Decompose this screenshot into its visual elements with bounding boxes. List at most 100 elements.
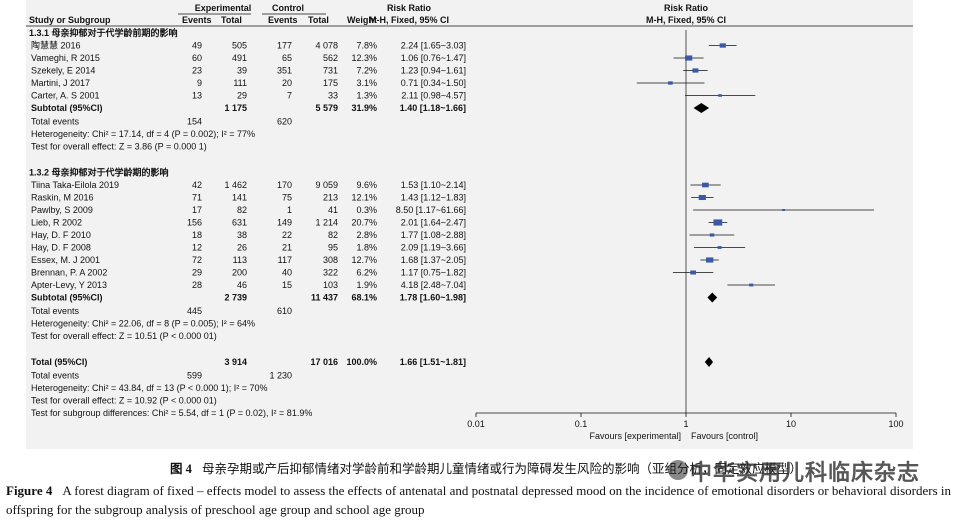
study-effect-square <box>702 182 709 188</box>
study-effect-square <box>717 246 722 249</box>
header-study: Study or Subgroup <box>29 15 111 25</box>
study-effect-square <box>685 55 693 61</box>
study-events-control: 65 <box>282 53 292 63</box>
study-ci-text: 2.11 [0.98~4.57] <box>401 91 466 101</box>
study-name: Vameghi, R 2015 <box>31 53 100 63</box>
study-total-experimental: 82 <box>237 205 247 215</box>
x-tick-label: 1 <box>683 419 688 429</box>
study-name: Brennan, P. A 2002 <box>31 268 107 278</box>
subtotal-ci-text: 1.78 [1.60~1.98] <box>400 293 466 303</box>
caption-en-text: A forest diagram of fixed – effects mode… <box>6 483 952 517</box>
overall-total-events-control: 1 230 <box>269 371 292 381</box>
study-weight: 6.2% <box>356 268 377 278</box>
study-weight: 7.2% <box>356 66 377 76</box>
x-tick-label: 10 <box>786 419 796 429</box>
header-total-control: Total <box>308 15 329 25</box>
study-events-experimental: 17 <box>192 205 202 215</box>
subtotal-total-control: 11 437 <box>311 293 338 303</box>
study-events-control: 21 <box>282 243 292 253</box>
study-weight: 0.3% <box>356 205 377 215</box>
study-events-experimental: 12 <box>192 243 202 253</box>
study-total-control: 175 <box>323 78 338 88</box>
study-total-experimental: 1 462 <box>224 180 247 190</box>
subtotal-label: Subtotal (95%CI) <box>31 103 103 113</box>
study-events-experimental: 72 <box>192 255 202 265</box>
study-total-experimental: 111 <box>233 78 247 88</box>
figure-caption: 图 4 母亲孕期或产后抑郁情绪对学龄前和学龄期儿童情绪或行为障碍发生风险的影响（亚… <box>0 454 972 524</box>
study-events-control: 15 <box>282 280 292 290</box>
study-ci-text: 1.17 [0.75~1.82] <box>401 268 466 278</box>
study-total-experimental: 505 <box>232 41 247 51</box>
study-events-experimental: 60 <box>192 53 202 63</box>
study-total-control: 41 <box>328 205 338 215</box>
study-total-control: 82 <box>328 230 338 240</box>
study-ci-text: 8.50 [1.17~61.66] <box>396 205 466 215</box>
study-total-experimental: 39 <box>237 66 247 76</box>
study-name: Lieb, R 2002 <box>31 218 82 228</box>
subtotal-total-experimental: 1 175 <box>224 103 247 113</box>
overall-effect-text: Test for overall effect: Z = 3.86 (P = 0… <box>31 142 207 152</box>
total-events-experimental: 445 <box>187 306 202 316</box>
study-name: Raskin, M 2016 <box>31 193 94 203</box>
study-name: Pawlby, S 2009 <box>31 205 93 215</box>
overall-heterogeneity-text: Heterogeneity: Chi² = 43.84, df = 13 (P … <box>31 383 267 393</box>
study-ci-text: 2.24 [1.65~3.03] <box>401 41 466 51</box>
study-events-control: 149 <box>277 218 292 228</box>
overall-effect-total-text: Test for overall effect: Z = 10.92 (P < … <box>31 396 217 406</box>
study-events-experimental: 13 <box>192 91 202 101</box>
study-total-control: 33 <box>328 91 338 101</box>
study-effect-square <box>705 257 714 263</box>
study-events-control: 117 <box>278 255 292 265</box>
study-total-control: 103 <box>323 280 338 290</box>
header-plot-risk-ratio: Risk Ratio <box>664 3 709 13</box>
total-events-experimental: 154 <box>187 117 202 127</box>
subtotal-weight: 31.9% <box>351 103 377 113</box>
total-events-control: 620 <box>277 117 292 127</box>
study-events-experimental: 28 <box>192 280 202 290</box>
total-events-label: Total events <box>31 306 80 316</box>
subgroup-title: 1.3.2 母亲抑郁对于代学龄期的影响 <box>29 167 169 178</box>
study-events-experimental: 23 <box>192 66 202 76</box>
study-events-control: 22 <box>282 230 292 240</box>
study-total-experimental: 29 <box>237 91 247 101</box>
study-weight: 1.9% <box>356 280 377 290</box>
study-name: Hay, D. F 2008 <box>31 243 91 253</box>
study-total-control: 213 <box>323 193 338 203</box>
study-weight: 3.1% <box>356 78 377 88</box>
study-weight: 9.6% <box>356 180 377 190</box>
study-ci-text: 4.18 [2.48~7.04] <box>401 280 466 290</box>
favours-experimental-label: Favours [experimental] <box>589 431 681 441</box>
study-events-experimental: 9 <box>197 78 202 88</box>
study-name: Apter-Levy, Y 2013 <box>31 280 107 290</box>
heterogeneity-text: Heterogeneity: Chi² = 22.06, df = 8 (P =… <box>31 319 255 329</box>
study-name: Carter, A. S 2001 <box>31 91 100 101</box>
study-effect-square <box>713 219 723 226</box>
study-weight: 2.8% <box>356 230 377 240</box>
study-total-control: 562 <box>323 53 338 63</box>
study-weight: 12.1% <box>351 193 377 203</box>
header-plot-ci-method: M-H, Fixed, 95% CI <box>646 15 726 25</box>
study-events-control: 351 <box>277 66 292 76</box>
favours-control-label: Favours [control] <box>691 431 758 441</box>
study-events-control: 1 <box>287 205 292 215</box>
study-events-experimental: 42 <box>192 180 202 190</box>
study-total-experimental: 491 <box>232 53 247 63</box>
study-ci-text: 1.53 [1.10~2.14] <box>401 180 466 190</box>
overall-diamond <box>704 357 714 367</box>
study-events-control: 7 <box>287 91 292 101</box>
study-ci-text: 2.09 [1.19~3.66] <box>401 243 466 253</box>
study-events-experimental: 18 <box>192 230 202 240</box>
study-weight: 7.8% <box>356 41 377 51</box>
caption-chinese: 图 4 母亲孕期或产后抑郁情绪对学龄前和学龄期儿童情绪或行为障碍发生风险的影响（亚… <box>0 458 972 477</box>
study-effect-square <box>690 270 697 275</box>
header-experimental: Experimental <box>195 3 252 13</box>
header-control: Control <box>272 3 304 13</box>
study-weight: 1.3% <box>356 91 377 101</box>
study-events-control: 40 <box>282 268 292 278</box>
study-effect-square <box>719 43 726 48</box>
subgroup-differences-text: Test for subgroup differences: Chi² = 5.… <box>31 408 312 418</box>
study-effect-square <box>668 81 673 85</box>
study-weight: 12.7% <box>351 255 377 265</box>
study-total-control: 308 <box>323 255 338 265</box>
